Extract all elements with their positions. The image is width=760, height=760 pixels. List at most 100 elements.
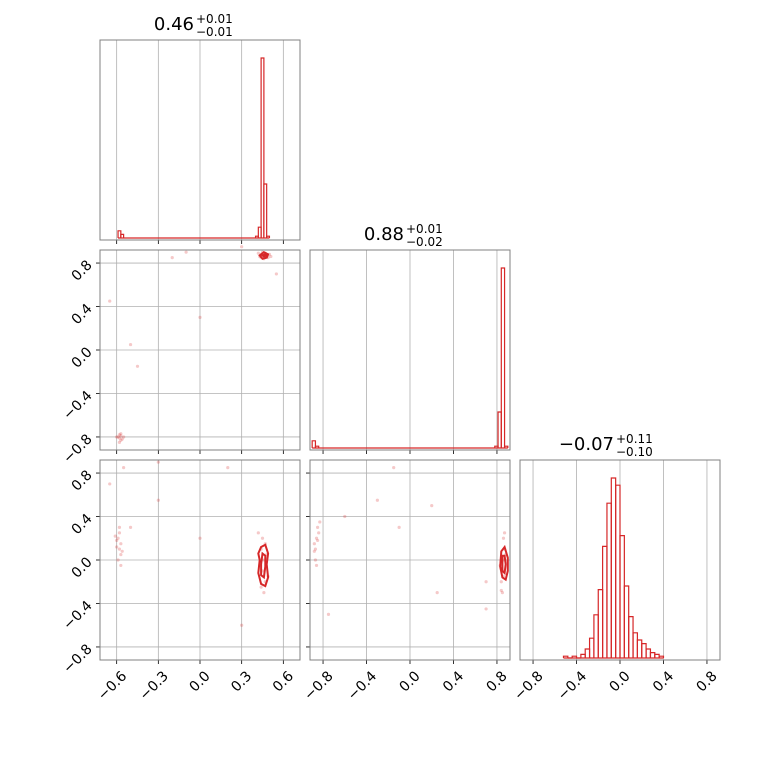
x-tick-label: 0.4 <box>650 668 677 695</box>
scatter-panel-1-0 <box>96 245 301 454</box>
sample-point <box>198 536 202 540</box>
sample-point <box>499 580 503 584</box>
density-contour-0 <box>257 543 270 588</box>
sample-point <box>115 545 119 549</box>
histogram-bar <box>266 235 271 238</box>
sample-point <box>392 466 396 470</box>
histogram-bar <box>641 643 647 658</box>
x-tick-label: 0.3 <box>228 668 255 695</box>
sample-point <box>262 591 266 595</box>
sample-point <box>117 547 122 551</box>
histogram-bar <box>619 535 625 658</box>
sample-point <box>119 432 123 436</box>
histogram-bar <box>649 652 656 658</box>
sample-point <box>501 536 506 540</box>
sample-point <box>198 315 202 319</box>
histogram-bar <box>623 585 630 658</box>
sample-point <box>119 434 123 438</box>
histogram-panel-2 <box>519 459 721 664</box>
density-contour-1 <box>260 253 269 258</box>
y-tick-label: 0.8 <box>69 467 96 494</box>
histogram-panel-1 <box>309 249 511 454</box>
sample-point <box>135 364 140 368</box>
parameter-title-minus-1: −0.02 <box>406 235 443 249</box>
sample-point <box>122 435 126 439</box>
histogram-bar <box>584 648 591 658</box>
histogram-bar <box>593 614 599 658</box>
sample-point <box>119 542 123 546</box>
sample-point <box>156 460 160 464</box>
sample-point <box>119 438 123 442</box>
panel-frame <box>99 459 301 661</box>
sample-point <box>500 591 504 595</box>
sample-point <box>317 531 321 535</box>
histogram-bar <box>562 655 569 658</box>
sample-point <box>115 538 119 543</box>
sample-point <box>117 525 122 529</box>
sample-point <box>430 504 434 508</box>
histogram-bar <box>658 655 665 658</box>
histogram-bar <box>610 477 617 658</box>
sample-point <box>120 549 124 553</box>
sample-point <box>240 623 244 627</box>
parameter-title-minus-0: −0.01 <box>196 25 233 39</box>
sample-point <box>312 542 316 546</box>
sample-point <box>435 591 439 595</box>
sample-point <box>314 536 319 540</box>
sample-point <box>316 538 320 543</box>
sample-point <box>314 563 319 568</box>
y-tick-label: 0.4 <box>69 511 96 538</box>
y-tick-label: −0.4 <box>60 388 95 423</box>
parameter-title-minus-2: −0.10 <box>616 445 653 459</box>
x-tick-label: 0.8 <box>484 668 511 695</box>
sample-point <box>260 536 265 540</box>
histogram-bar <box>503 445 509 448</box>
histogram-bar <box>311 440 317 448</box>
x-tick-label: −0.8 <box>301 668 336 703</box>
sample-point <box>343 514 347 519</box>
sample-point <box>116 558 120 562</box>
y-tick-label: −0.4 <box>60 598 95 633</box>
sample-point <box>313 558 318 562</box>
sample-point <box>120 437 124 441</box>
histogram-bar <box>645 648 652 658</box>
parameter-title-plus-0: +0.01 <box>196 12 233 26</box>
parameter-title-2: −0.07 <box>559 434 614 455</box>
sample-point <box>117 433 122 437</box>
sample-point <box>170 256 174 260</box>
x-tick-label: −0.4 <box>345 668 380 703</box>
sample-point <box>484 580 488 584</box>
density-contour-0 <box>499 544 509 582</box>
y-tick-label: 0.8 <box>69 257 96 284</box>
panel-frame <box>309 459 511 661</box>
x-tick-label: 0.0 <box>187 668 214 695</box>
histogram-bar <box>628 616 634 658</box>
sample-point <box>156 498 160 502</box>
x-tick-label: −0.6 <box>95 668 130 703</box>
sample-point <box>116 435 120 439</box>
histogram-bar <box>615 484 621 658</box>
sample-point <box>116 536 120 540</box>
histogram-bar <box>263 183 268 238</box>
density-contour-1 <box>501 554 507 576</box>
sample-point <box>108 299 112 303</box>
x-tick-label: −0.4 <box>555 668 590 703</box>
histogram-bar <box>120 233 125 238</box>
sample-point <box>502 531 507 535</box>
sample-point <box>256 251 260 255</box>
histogram-bar <box>602 545 608 658</box>
x-tick-label: −0.8 <box>511 668 546 703</box>
sample-point <box>256 531 260 535</box>
y-tick-label: 0.4 <box>69 301 96 328</box>
sample-point <box>113 534 117 538</box>
y-tick-label: 0.0 <box>69 344 96 371</box>
sample-point <box>108 482 112 486</box>
x-tick-label: −0.3 <box>137 668 172 703</box>
y-tick-label: −0.8 <box>60 641 95 676</box>
sample-point <box>375 498 379 502</box>
sample-point <box>240 245 244 249</box>
histogram-bar <box>571 655 578 658</box>
sample-point <box>326 612 331 616</box>
histogram-bar <box>500 267 506 448</box>
